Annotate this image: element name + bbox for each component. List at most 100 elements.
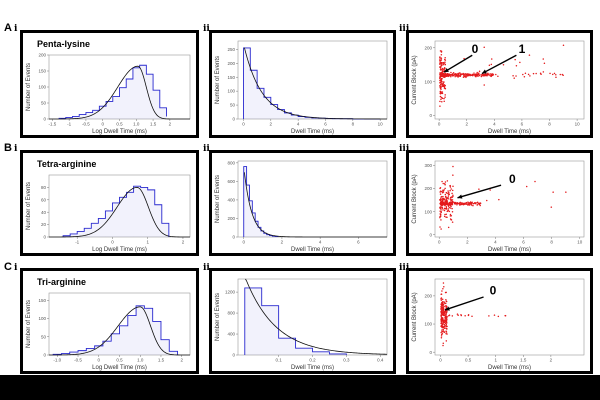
scatter-point — [439, 100, 441, 103]
y-tick-label: 200 — [424, 293, 432, 298]
histogram-bin — [295, 348, 313, 355]
scatter-point — [446, 201, 448, 204]
x-tick-label: 0 — [242, 240, 245, 245]
y-axis-title: Number of Events — [215, 175, 221, 223]
histogram-bin — [119, 197, 127, 237]
scatter-point — [443, 87, 446, 89]
x-tick-label: 6 — [357, 240, 360, 245]
y-tick-label: 60 — [41, 197, 47, 202]
histogram-bin — [159, 107, 167, 119]
scatter-point — [476, 71, 478, 74]
scatter-point — [452, 74, 455, 77]
scatter-point — [444, 96, 446, 98]
scatter-point — [472, 204, 474, 207]
x-axis-title: Dwell Time (ms) — [291, 129, 334, 135]
scatter-point — [476, 201, 479, 204]
scatter-point — [443, 331, 446, 333]
x-tick-label: 2 — [182, 240, 185, 245]
plot-area — [434, 160, 585, 238]
y-tick-label: 800 — [227, 160, 235, 165]
histogram-bin — [246, 185, 250, 237]
annotation-arrow — [444, 296, 484, 311]
histogram-bin — [249, 200, 253, 237]
scatter-point — [553, 72, 556, 75]
annotation-label: 1 — [519, 42, 526, 56]
x-tick-label: 4 — [494, 240, 497, 245]
annotation-arrow — [457, 184, 502, 199]
x-tick-label: 4 — [493, 122, 496, 127]
x-tick-label: 4 — [319, 240, 322, 245]
scatter-point — [447, 196, 450, 198]
histogram-bin — [133, 186, 141, 237]
scatter-point — [440, 311, 442, 313]
scatter-point — [439, 77, 441, 79]
scatter-point — [478, 74, 481, 77]
x-tick-label: 0.5 — [116, 358, 123, 363]
y-tick-label: 200 — [38, 53, 46, 58]
sublabel-C-i: i — [14, 263, 18, 273]
histogram-bin — [61, 353, 70, 355]
scatter-point — [534, 180, 536, 183]
scatter-point — [441, 305, 444, 307]
scatter-point — [452, 185, 454, 188]
scatter-point — [441, 325, 444, 328]
annotation-arrowhead — [481, 69, 487, 74]
x-axis-title: Dwell Time (ms) — [488, 247, 531, 253]
scatter-point — [451, 207, 453, 210]
scatter-point — [439, 92, 442, 95]
scatter-point — [512, 75, 514, 77]
scatter-point — [442, 321, 445, 323]
chart-A-i: -1.5 -1 -0.5 0 0.5 1.0 1.5 2 0 50 100 150 200 Log Dwe… — [26, 53, 191, 135]
scatter-point — [464, 73, 467, 75]
scatter-point — [439, 57, 441, 59]
scatter-point — [446, 210, 448, 213]
scatter-point — [466, 73, 469, 75]
scatter-point — [444, 57, 446, 59]
x-tick-label: 1.5 — [158, 358, 165, 363]
scatter-point — [440, 297, 443, 299]
scatter-point — [448, 210, 451, 213]
scatter-point — [479, 204, 481, 207]
scatter-point — [446, 333, 448, 335]
x-tick-label: 2 — [270, 122, 273, 127]
scatter-point — [445, 317, 448, 320]
scatter-point — [454, 203, 456, 205]
histogram-bin — [252, 212, 256, 237]
panel-B-ii: 0 2 4 6 0 200 400 600 800 Dwell Time (ms) Number o… — [209, 150, 396, 256]
scatter-point — [444, 94, 446, 96]
scatter-point — [478, 188, 480, 190]
x-tick-label: 10 — [575, 122, 581, 127]
histogram-bin — [78, 350, 87, 355]
y-tick-label: 100 — [424, 322, 432, 327]
scatter-point — [440, 299, 442, 301]
scatter-point — [439, 74, 441, 76]
scatter-point — [441, 101, 443, 103]
scatter-point — [442, 326, 445, 329]
y-axis-title: Current Block (pA) — [412, 55, 418, 104]
y-tick-label: 20 — [41, 222, 47, 227]
scatter-point — [445, 206, 448, 208]
scatter-point — [514, 58, 516, 61]
y-tick-label: 800 — [227, 311, 235, 316]
histogram-bin — [243, 47, 251, 119]
histogram-bin — [270, 104, 278, 119]
histogram-bin — [77, 231, 85, 237]
scatter-point — [515, 75, 517, 77]
scatter-point — [452, 72, 455, 74]
scatter-point — [451, 210, 454, 213]
scatter-point — [441, 202, 443, 205]
scatter-point — [478, 202, 480, 205]
scatter-point — [504, 314, 507, 317]
histogram-bin — [102, 341, 112, 355]
scatter-point — [440, 314, 443, 317]
scatter-point — [440, 72, 442, 75]
scatter-point — [448, 193, 450, 195]
scatter-point — [445, 300, 448, 303]
x-axis-title: Log Dwell Time (ms) — [92, 129, 147, 135]
scatter-point — [440, 335, 443, 337]
chart-C-iii: 0 0.5 1 1.5 2 0 100 200 Dwell Time (ms) Current B… — [412, 278, 585, 371]
histogram-bin — [244, 287, 262, 355]
fit-curve — [49, 306, 190, 356]
scatter-point — [445, 331, 448, 333]
x-tick-label: 8 — [352, 122, 355, 127]
